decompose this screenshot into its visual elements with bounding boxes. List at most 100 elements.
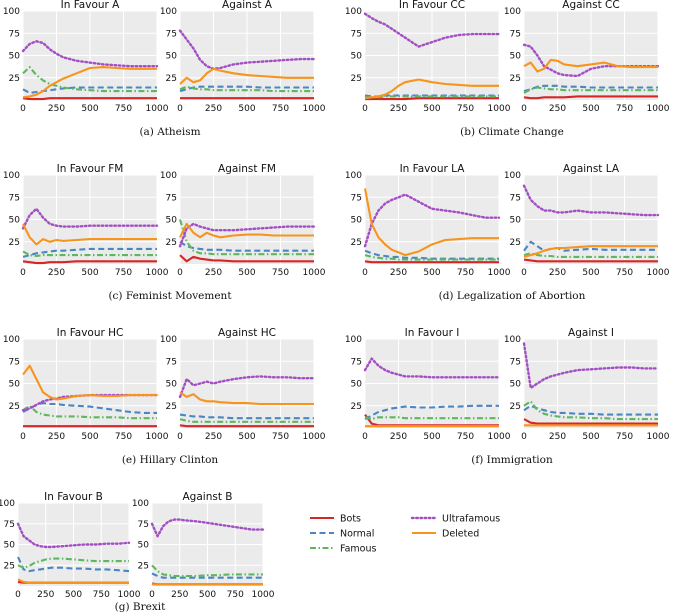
legend-label-normal: Normal	[340, 529, 374, 540]
y-tick-label: 25	[166, 402, 177, 412]
series-line-normal	[523, 84, 658, 93]
x-tick-label: 750	[272, 104, 289, 114]
y-tick-label: 50	[510, 380, 522, 390]
x-tick-label: 500	[423, 104, 440, 114]
series-line-normal	[179, 413, 314, 420]
series-line-ultrafamous	[150, 518, 265, 538]
y-tick-label: 100	[504, 335, 521, 345]
y-tick-label: 75	[166, 357, 177, 367]
x-tick-label: 250	[390, 268, 407, 278]
caption-f: (f) Immigration	[471, 454, 553, 466]
series-line-ultrafamous	[363, 12, 501, 48]
x-tick-label: 0	[362, 432, 368, 442]
y-tick-label: 25	[510, 238, 521, 248]
series-line-famous	[22, 250, 157, 258]
chart-title: Against HC	[218, 327, 276, 339]
x-tick-label: 250	[205, 104, 222, 114]
x-tick-label: 1000	[488, 268, 511, 278]
y-tick-label: 100	[3, 7, 20, 17]
series-line-famous	[523, 86, 658, 94]
y-tick-label: 100	[160, 171, 177, 181]
series-line-ultrafamous	[16, 522, 131, 549]
y-tick-label: 75	[510, 357, 521, 367]
x-tick-label: 250	[549, 432, 566, 442]
x-tick-label: 750	[457, 104, 474, 114]
series-line-normal	[364, 404, 499, 421]
x-tick-label: 750	[616, 268, 633, 278]
y-tick-label: 75	[9, 29, 20, 39]
x-tick-label: 1000	[303, 268, 326, 278]
y-tick-label: 50	[166, 52, 178, 62]
x-tick-label: 750	[227, 590, 244, 600]
series-line-deleted	[17, 578, 129, 584]
legend-label-bots: Bots	[340, 514, 361, 525]
y-tick-label: 75	[351, 29, 362, 39]
series-line-famous	[179, 418, 314, 423]
series-line-normal	[22, 402, 157, 414]
legend-label-deleted: Deleted	[442, 529, 479, 540]
caption-c: (c) Feminist Movement	[108, 290, 232, 302]
x-tick-label: 1000	[647, 104, 670, 114]
x-tick-label: 0	[362, 104, 368, 114]
x-tick-label: 750	[457, 268, 474, 278]
y-tick-label: 75	[9, 357, 20, 367]
y-tick-label: 25	[351, 402, 362, 412]
x-tick-label: 500	[582, 268, 599, 278]
x-tick-label: 750	[616, 432, 633, 442]
series-line-bots	[22, 260, 157, 265]
series-line-bots	[364, 260, 499, 264]
y-tick-label: 100	[132, 499, 149, 509]
x-tick-label: 0	[177, 432, 183, 442]
y-tick-label: 75	[9, 193, 20, 203]
x-tick-label: 750	[93, 590, 110, 600]
x-tick-label: 250	[390, 432, 407, 442]
series-line-famous	[179, 85, 314, 93]
x-tick-label: 250	[549, 104, 566, 114]
y-tick-label: 100	[345, 171, 362, 181]
x-tick-label: 1000	[303, 432, 326, 442]
series-line-deleted	[364, 78, 499, 100]
x-tick-label: 0	[177, 268, 183, 278]
chart-title: Against FM	[218, 163, 276, 175]
series-line-ultrafamous	[178, 29, 316, 71]
x-tick-label: 500	[423, 268, 440, 278]
y-tick-label: 50	[9, 216, 21, 226]
x-tick-label: 0	[20, 268, 26, 278]
caption-d: (d) Legalization of Abortion	[439, 290, 586, 302]
chart-title: In Favour CC	[399, 0, 465, 11]
y-tick-label: 25	[9, 74, 20, 84]
y-tick-label: 75	[510, 193, 521, 203]
chart-title: Against CC	[562, 0, 619, 11]
y-tick-label: 25	[4, 561, 15, 571]
x-tick-label: 750	[272, 268, 289, 278]
series-line-deleted	[523, 245, 658, 258]
series-line-ultrafamous	[21, 40, 159, 68]
series-line-ultrafamous	[178, 375, 316, 399]
y-tick-label: 100	[3, 335, 20, 345]
x-tick-label: 250	[48, 268, 65, 278]
y-tick-label: 75	[138, 520, 149, 530]
series-line-deleted	[22, 223, 157, 246]
x-tick-label: 1000	[488, 104, 511, 114]
series-line-normal	[523, 240, 658, 252]
series-line-normal	[22, 86, 157, 94]
y-tick-label: 100	[160, 335, 177, 345]
x-tick-label: 500	[81, 104, 98, 114]
x-tick-label: 500	[423, 432, 440, 442]
y-tick-label: 25	[351, 74, 362, 84]
x-tick-label: 500	[81, 432, 98, 442]
chart-title: In Favour LA	[400, 163, 466, 175]
x-tick-label: 0	[362, 268, 368, 278]
x-tick-label: 0	[521, 104, 527, 114]
y-tick-label: 50	[510, 52, 522, 62]
